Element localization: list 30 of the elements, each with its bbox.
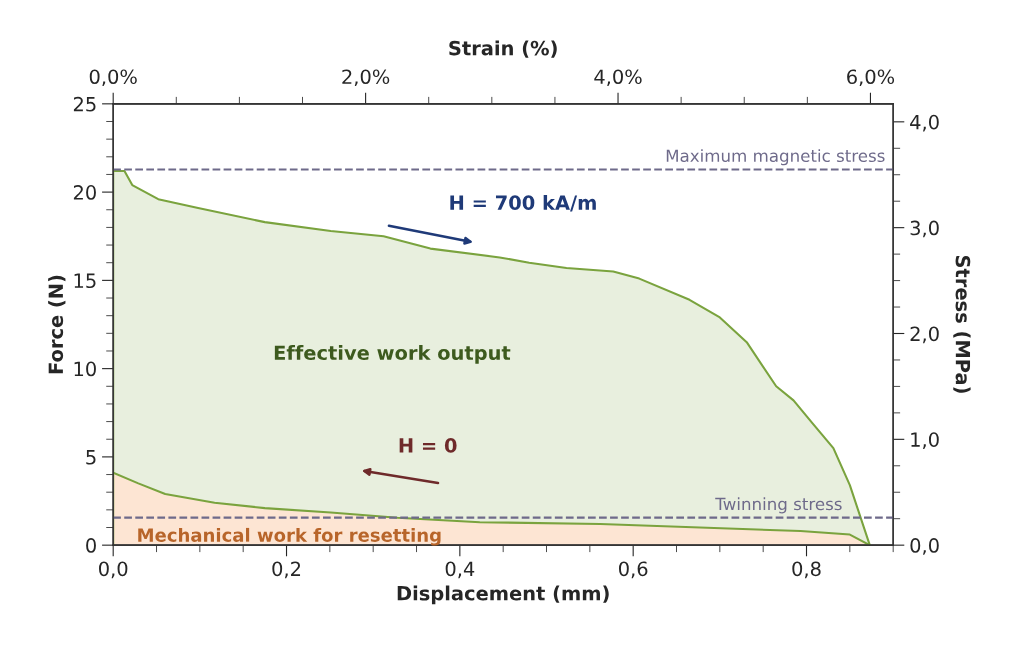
annotation: H = 700 kA/m	[450, 194, 596, 212]
x-tick-label: 0,0	[99, 561, 128, 579]
y-tick-label: 15	[74, 273, 96, 289]
x2-tick-label: 2,0%	[342, 69, 390, 87]
x2-tick-label: 4,0%	[594, 69, 642, 87]
annotation: H = 0	[399, 438, 457, 453]
ref-line-label: Twinning stress	[715, 497, 842, 514]
annotation: Effective work output	[274, 345, 511, 364]
x2-axis-title: Strain (%)	[449, 40, 557, 58]
y2-tick-label: 2,0	[910, 326, 939, 344]
y2-axis-title: Stress (MPa)	[953, 255, 971, 393]
x2-tick-label: 0,0%	[89, 69, 137, 87]
y-axis-title: Force (N)	[48, 275, 66, 374]
ref-line-label: Maximum magnetic stress	[666, 149, 885, 166]
y-tick-label: 5	[86, 450, 96, 465]
y2-tick-label: 4,0	[910, 114, 939, 132]
y2-tick-label: 1,0	[911, 432, 939, 449]
y-tick-label: 25	[73, 96, 96, 112]
annotation: Mechanical work for resetting	[138, 527, 441, 546]
y-tick-label: 20	[73, 185, 96, 200]
x2-tick-label: 6,0%	[847, 69, 895, 87]
x-axis-title: Displacement (mm)	[397, 585, 609, 605]
x-tick-label: 0,4	[445, 561, 475, 579]
x-tick-label: 0,8	[792, 561, 821, 579]
y2-tick-label: 3,0	[910, 220, 939, 238]
y2-tick-label: 0,0	[910, 538, 939, 555]
x-tick-label: 0,2	[272, 561, 301, 579]
y-tick-label: 10	[74, 361, 96, 377]
y-tick-label: 0	[86, 538, 96, 553]
x-tick-label: 0,6	[619, 561, 648, 579]
